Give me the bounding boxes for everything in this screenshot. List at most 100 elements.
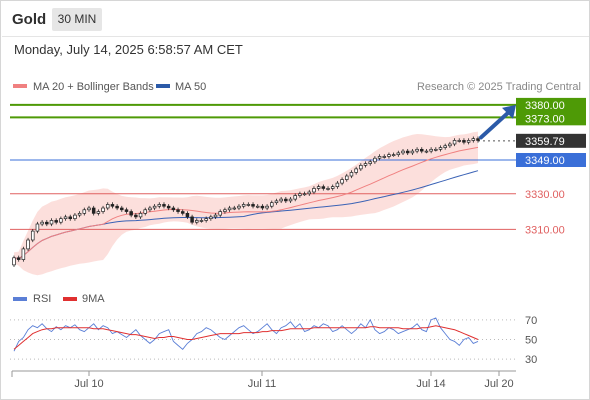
level-label-bg-3380.00: [516, 97, 586, 112]
level-label-3310.00: 3310.00: [525, 224, 565, 236]
candle-body-down: [129, 211, 133, 216]
candle-body-up: [59, 218, 63, 223]
level-label-bg-3373.00: [516, 111, 586, 126]
x-tick-label-Jul-20: Jul 20: [484, 378, 513, 390]
candle-body-up: [40, 221, 44, 225]
candle: [134, 212, 138, 220]
candle: [237, 204, 241, 211]
candle: [330, 184, 335, 191]
candle-body-up: [265, 205, 269, 209]
candle: [382, 154, 387, 159]
candle-body-up: [199, 220, 204, 222]
timeframe-button[interactable]: 30 MIN: [52, 8, 102, 31]
candle-body-up: [63, 216, 68, 220]
candle-body-up: [349, 172, 354, 177]
ma50-legend-label: MA 50: [175, 81, 206, 93]
candle-body-up: [274, 200, 279, 204]
candle-body-up: [279, 198, 283, 202]
candle: [255, 204, 260, 209]
candle: [448, 141, 452, 148]
candle: [387, 152, 391, 159]
candle: [185, 211, 190, 220]
forecast-arrowhead: [502, 104, 516, 119]
candle-body-up: [49, 220, 54, 225]
candle-body-down: [180, 211, 185, 214]
candle-body-up: [448, 143, 452, 147]
candle: [345, 173, 349, 182]
candle-body-up: [438, 147, 443, 150]
candle: [265, 204, 269, 211]
candle-body-up: [391, 154, 396, 157]
candle: [199, 218, 204, 223]
candle: [40, 220, 44, 227]
header-bar: Gold 30 MIN: [1, 1, 589, 37]
candle: [471, 136, 476, 143]
candle-body-up: [316, 186, 321, 189]
candle-body-up: [340, 179, 344, 184]
candle: [16, 255, 21, 262]
candle: [288, 196, 293, 204]
ma50-legend-swatch: [156, 84, 170, 88]
candle: [213, 212, 218, 220]
candle-body-up: [241, 204, 246, 207]
level-label-bg-3359.79: [516, 133, 586, 148]
candle-body-down: [45, 221, 49, 225]
candle-body-down: [120, 207, 124, 211]
candle-body-down: [405, 150, 410, 154]
candle: [171, 205, 176, 212]
candle-body-up: [373, 157, 377, 163]
candle: [363, 161, 368, 168]
candle: [452, 138, 457, 147]
candle: [429, 147, 433, 154]
candle: [373, 156, 377, 164]
x-tick-label-Jul-10: Jul 10: [74, 378, 103, 390]
candle: [143, 207, 147, 216]
candle: [410, 148, 415, 156]
candle-body-up: [410, 150, 415, 154]
level-label-3359.79: 3359.79: [525, 136, 565, 148]
candle: [218, 209, 222, 218]
candle: [260, 204, 265, 211]
candle: [340, 177, 344, 186]
candle: [434, 147, 438, 152]
candle: [354, 166, 358, 175]
forecast-arrow: [479, 110, 510, 140]
candle: [73, 212, 77, 221]
candle-body-up: [298, 193, 302, 196]
candle-body-up: [377, 156, 382, 159]
candle-body-up: [246, 204, 251, 206]
candle-body-up: [35, 223, 40, 232]
candle-body-up: [429, 148, 433, 152]
rsi-ma-legend-label: 9MA: [82, 293, 105, 305]
rsi-ma-line: [13, 325, 479, 350]
candle: [270, 200, 274, 209]
ma20-legend-label: MA 20 + Bollinger Bands: [33, 81, 154, 93]
candle: [129, 209, 133, 218]
candle-body-down: [162, 204, 166, 207]
candle: [335, 180, 340, 189]
candle-body-down: [166, 205, 171, 209]
candle: [12, 255, 16, 268]
candle-body-up: [415, 148, 419, 152]
candle: [223, 207, 227, 214]
candle: [396, 150, 401, 157]
candle: [405, 148, 410, 156]
source-credit: Research © 2025 Trading Central: [417, 81, 581, 93]
candle-body-up: [326, 188, 330, 190]
candle-body-up: [21, 248, 26, 260]
candle-body-down: [420, 148, 424, 152]
candle: [110, 202, 115, 209]
candle: [438, 145, 443, 152]
candle: [162, 202, 166, 209]
ma20-legend-swatch: [13, 84, 27, 88]
rsi-tick-label-50: 50: [525, 334, 537, 346]
candle: [120, 205, 124, 212]
candle-body-up: [101, 207, 105, 212]
candle-body-up: [77, 212, 82, 216]
candle: [302, 191, 307, 196]
candle: [77, 211, 82, 218]
candle-body-down: [54, 220, 58, 223]
candle-body-up: [87, 207, 91, 211]
candle: [326, 186, 330, 191]
